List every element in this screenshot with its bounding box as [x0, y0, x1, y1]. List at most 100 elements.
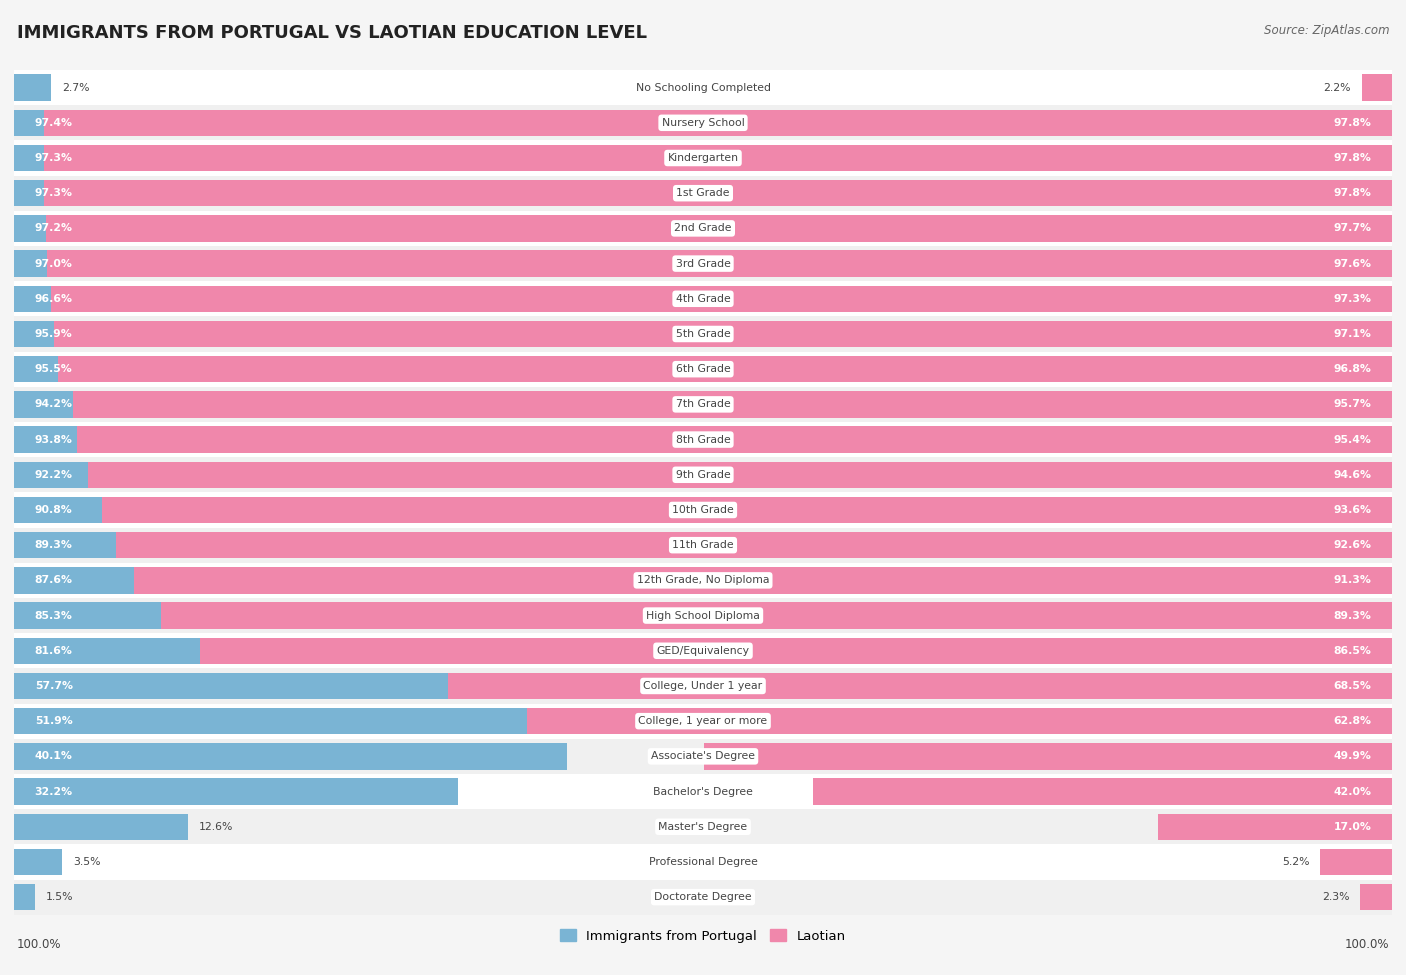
Text: 100.0%: 100.0% — [17, 938, 62, 951]
Bar — [14, 844, 1392, 879]
Bar — [45, 109, 1392, 136]
Text: 2nd Grade: 2nd Grade — [675, 223, 731, 233]
Text: 9th Grade: 9th Grade — [676, 470, 730, 480]
Bar — [14, 251, 1351, 277]
Bar — [14, 215, 1354, 242]
Bar — [46, 215, 1392, 242]
Text: 97.6%: 97.6% — [1333, 258, 1371, 268]
Bar — [14, 145, 1355, 172]
Bar — [14, 563, 1392, 598]
Text: 17.0%: 17.0% — [1333, 822, 1371, 832]
Text: 93.8%: 93.8% — [35, 435, 73, 445]
Text: 11th Grade: 11th Grade — [672, 540, 734, 550]
Bar — [14, 778, 458, 804]
Bar — [45, 145, 1392, 172]
Text: Source: ZipAtlas.com: Source: ZipAtlas.com — [1264, 24, 1389, 37]
Bar — [134, 567, 1392, 594]
Text: 5.2%: 5.2% — [1282, 857, 1309, 867]
Bar — [14, 317, 1392, 352]
Bar — [14, 743, 567, 769]
Text: 49.9%: 49.9% — [1333, 752, 1371, 761]
Bar — [14, 492, 1392, 527]
Text: 95.5%: 95.5% — [35, 365, 73, 374]
Text: GED/Equivalency: GED/Equivalency — [657, 645, 749, 656]
Text: 10th Grade: 10th Grade — [672, 505, 734, 515]
Text: 97.2%: 97.2% — [35, 223, 73, 233]
Text: 8th Grade: 8th Grade — [676, 435, 730, 445]
Bar — [14, 176, 1392, 211]
Text: 96.6%: 96.6% — [35, 293, 73, 304]
Text: Associate's Degree: Associate's Degree — [651, 752, 755, 761]
Bar — [14, 457, 1392, 492]
Bar — [14, 809, 1392, 844]
Bar — [14, 497, 1265, 524]
Bar — [14, 74, 51, 100]
Text: 5th Grade: 5th Grade — [676, 329, 730, 339]
Text: 12th Grade, No Diploma: 12th Grade, No Diploma — [637, 575, 769, 585]
Bar — [1360, 884, 1392, 911]
Bar — [53, 321, 1392, 347]
Bar — [449, 673, 1392, 699]
Bar — [14, 813, 187, 839]
Text: 57.7%: 57.7% — [35, 681, 73, 691]
Bar — [704, 743, 1392, 769]
Bar — [14, 211, 1392, 246]
Text: 97.0%: 97.0% — [35, 258, 73, 268]
Bar — [14, 633, 1392, 668]
Text: 51.9%: 51.9% — [35, 717, 73, 726]
Bar — [14, 281, 1392, 317]
Text: 97.3%: 97.3% — [35, 188, 73, 198]
Text: 97.8%: 97.8% — [1333, 188, 1371, 198]
Bar — [813, 778, 1392, 804]
Bar — [14, 286, 1346, 312]
Bar — [51, 286, 1392, 312]
Bar — [14, 668, 1392, 704]
Text: Bachelor's Degree: Bachelor's Degree — [652, 787, 754, 797]
Text: Nursery School: Nursery School — [662, 118, 744, 128]
Bar — [89, 461, 1392, 488]
Text: 90.8%: 90.8% — [35, 505, 73, 515]
Text: 2.7%: 2.7% — [62, 83, 90, 93]
Bar — [48, 251, 1392, 277]
Text: 97.1%: 97.1% — [1333, 329, 1371, 339]
Bar — [14, 70, 1392, 105]
Bar — [14, 708, 730, 734]
Bar — [14, 603, 1189, 629]
Bar — [14, 140, 1392, 175]
Text: 89.3%: 89.3% — [35, 540, 73, 550]
Bar — [14, 422, 1392, 457]
Text: College, Under 1 year: College, Under 1 year — [644, 681, 762, 691]
Bar — [14, 356, 1330, 382]
Text: Doctorate Degree: Doctorate Degree — [654, 892, 752, 902]
Text: 97.8%: 97.8% — [1333, 118, 1371, 128]
Bar — [45, 180, 1392, 207]
Bar — [14, 387, 1392, 422]
Bar — [14, 704, 1392, 739]
Bar — [162, 603, 1392, 629]
Text: 1st Grade: 1st Grade — [676, 188, 730, 198]
Text: 3.5%: 3.5% — [73, 857, 101, 867]
Bar — [14, 321, 1336, 347]
Bar — [14, 739, 1392, 774]
Bar — [14, 180, 1355, 207]
Text: 81.6%: 81.6% — [35, 645, 73, 656]
Bar — [77, 426, 1392, 452]
Text: 93.6%: 93.6% — [1333, 505, 1371, 515]
Bar — [14, 567, 1220, 594]
Bar — [200, 638, 1392, 664]
Bar — [14, 426, 1306, 452]
Text: 92.2%: 92.2% — [35, 470, 73, 480]
Text: 85.3%: 85.3% — [35, 610, 73, 620]
Bar — [14, 109, 1357, 136]
Bar — [117, 532, 1392, 559]
Text: 32.2%: 32.2% — [35, 787, 73, 797]
Text: IMMIGRANTS FROM PORTUGAL VS LAOTIAN EDUCATION LEVEL: IMMIGRANTS FROM PORTUGAL VS LAOTIAN EDUC… — [17, 24, 647, 42]
Text: 1.5%: 1.5% — [46, 892, 73, 902]
Text: 100.0%: 100.0% — [1344, 938, 1389, 951]
Text: 91.3%: 91.3% — [1333, 575, 1371, 585]
Text: Master's Degree: Master's Degree — [658, 822, 748, 832]
Bar — [14, 246, 1392, 281]
Text: 94.2%: 94.2% — [35, 400, 73, 410]
Text: No Schooling Completed: No Schooling Completed — [636, 83, 770, 93]
Text: 95.9%: 95.9% — [35, 329, 73, 339]
